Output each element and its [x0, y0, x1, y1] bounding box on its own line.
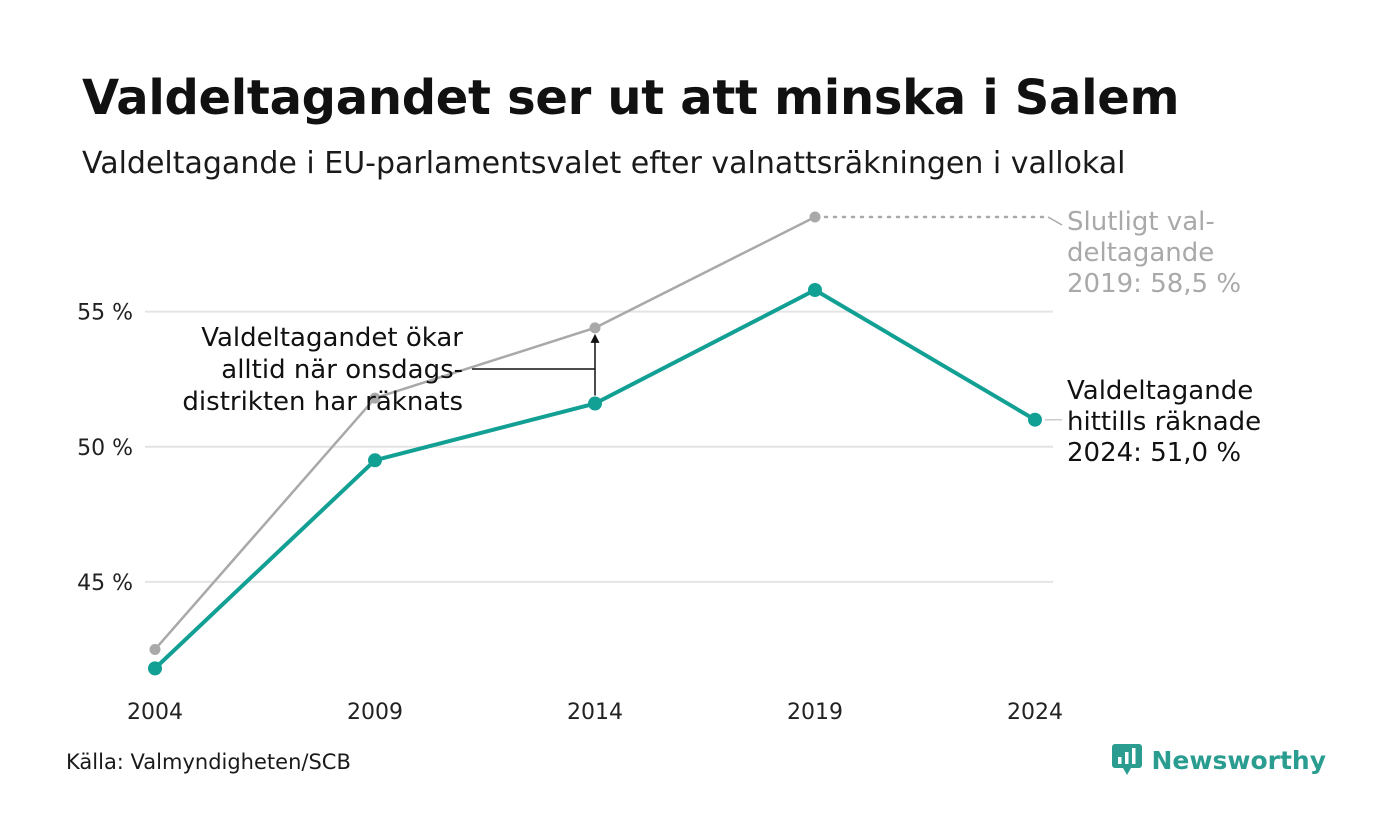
x-tick-label: 2019 [787, 700, 843, 725]
preliminary-point-2024 [1028, 412, 1042, 427]
final-leader-tick [1047, 216, 1063, 226]
x-tick-label: 2014 [567, 700, 623, 725]
series-line-final [154, 215, 816, 651]
preliminary-point-2019 [808, 283, 822, 297]
final-point-2014 [589, 322, 601, 334]
final-point-2009 [369, 392, 381, 404]
brand-name: Newsworthy [1151, 745, 1327, 775]
preliminary-point-2009 [368, 453, 382, 468]
chart-subtitle: Valdeltagande i EU-parlamentsvalet efter… [82, 146, 1126, 181]
final-value-label: Slutligt val-deltagande 2019: 58,5 % [1067, 207, 1241, 299]
annotation-arrow-head [590, 333, 600, 343]
x-tick-label: 2004 [127, 700, 183, 725]
newsworthy-logo-icon [1111, 744, 1142, 775]
preliminary-point-2004 [148, 661, 162, 676]
current-value-label: Valdeltagande hittills räknade 2024: 51,0 … [1067, 376, 1261, 468]
y-tick-label: 55 % [77, 301, 133, 326]
y-tick-label: 50 % [77, 436, 133, 461]
preliminary-point-2014 [588, 396, 602, 411]
x-tick-label: 2024 [1007, 700, 1063, 725]
final-point-2019 [809, 211, 821, 223]
x-tick-label: 2009 [347, 700, 403, 725]
brand-logo: Newsworthy [1111, 744, 1327, 776]
chart-title: Valdeltagandet ser ut att minska i Salem [82, 70, 1180, 126]
final-point-2004 [149, 643, 161, 655]
annotation-note: Valdeltagandet ökar alltid när onsdags-di… [182, 323, 463, 417]
source-note: Källa: Valmyndigheten/SCB [66, 750, 351, 774]
y-tick-label: 45 % [77, 571, 133, 596]
